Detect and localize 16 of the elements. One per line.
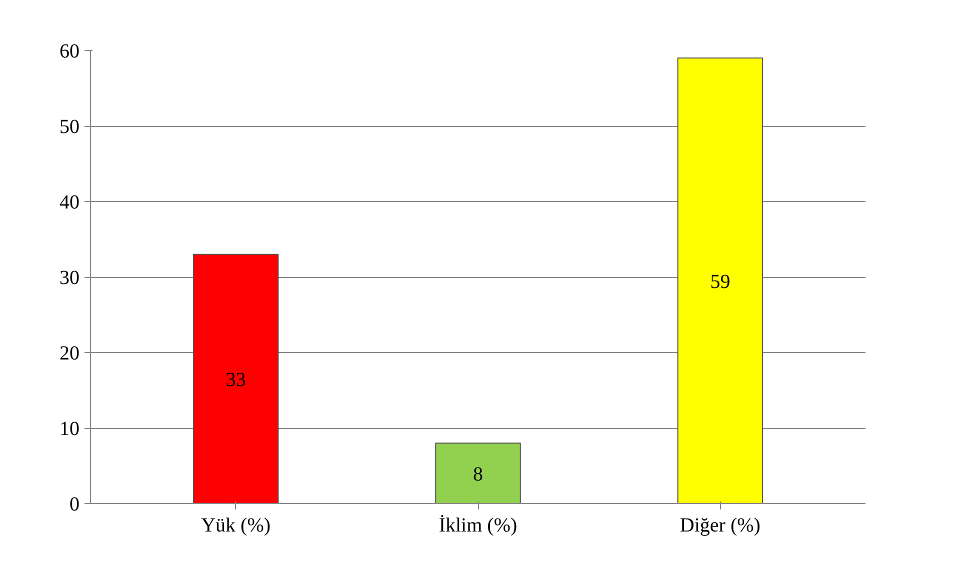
y-tick-label: 10: [60, 418, 80, 440]
y-tick-label: 50: [60, 116, 80, 138]
y-tick-label: 0: [70, 494, 80, 516]
data-label: 59: [710, 270, 730, 293]
bar: [435, 442, 521, 504]
bar: [677, 58, 764, 504]
y-tick-label: 30: [60, 267, 80, 289]
x-tick-label: Yük (%): [201, 514, 271, 536]
y-tick-label: 60: [60, 40, 80, 62]
x-tick-label: İklim (%): [438, 514, 518, 536]
data-label: 8: [473, 463, 483, 486]
x-tick-label: Diğer (%): [680, 514, 760, 536]
bar: [192, 254, 279, 504]
y-tick-label: 20: [60, 342, 80, 364]
data-label: 33: [226, 368, 246, 391]
y-tick-label: 40: [60, 192, 80, 214]
